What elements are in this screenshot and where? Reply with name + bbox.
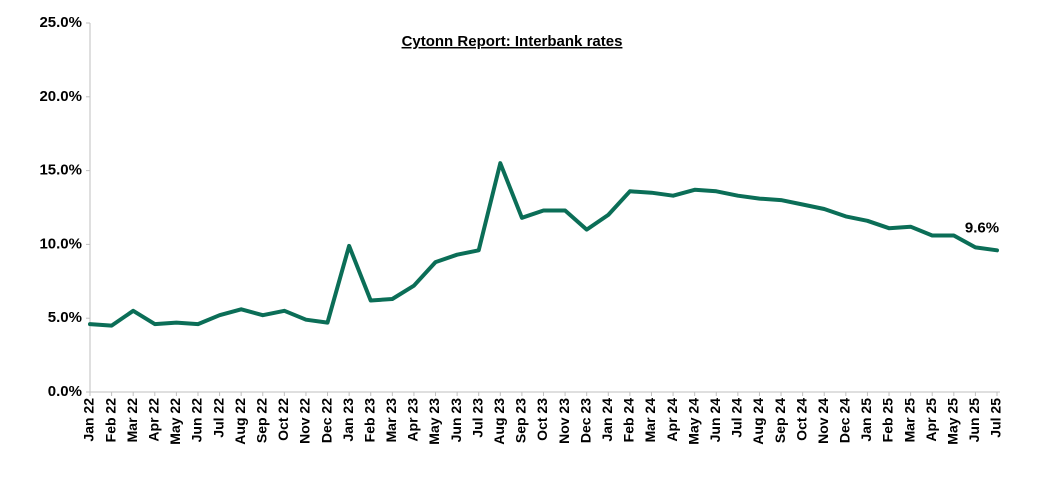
x-tick-label: Jan 22 xyxy=(81,398,97,442)
x-tick-label: May 25 xyxy=(945,398,961,445)
x-tick-label: Oct 24 xyxy=(793,398,809,441)
x-tick-label: Jan 23 xyxy=(340,398,356,442)
x-tick-label: Aug 23 xyxy=(491,398,507,445)
x-tick-label: May 23 xyxy=(426,398,442,445)
x-tick-label: Sep 24 xyxy=(772,398,788,443)
x-tick-label: Mar 24 xyxy=(642,398,658,443)
x-tick-label: Apr 25 xyxy=(923,398,939,442)
y-tick-label: 10.0% xyxy=(39,235,82,252)
x-tick-label: Mar 25 xyxy=(901,398,917,443)
y-tick-label: 0.0% xyxy=(48,383,82,400)
x-tick-label: Sep 22 xyxy=(253,398,269,443)
x-tick-label: Aug 22 xyxy=(232,398,248,445)
x-tick-label: Oct 23 xyxy=(534,398,550,441)
x-tick-label: Jun 25 xyxy=(966,398,982,443)
x-tick-label: May 22 xyxy=(167,398,183,445)
x-tick-label: Apr 24 xyxy=(664,398,680,442)
x-tick-label: Nov 23 xyxy=(556,398,572,444)
x-tick-label: Dec 23 xyxy=(577,398,593,443)
x-tick-label: Jul 23 xyxy=(469,398,485,438)
x-tick-label: Nov 22 xyxy=(297,398,313,444)
x-tick-label: Dec 22 xyxy=(318,398,334,443)
x-tick-label: May 24 xyxy=(685,398,701,445)
x-tick-label: Feb 24 xyxy=(621,398,637,443)
data-label: 9.6% xyxy=(965,219,999,236)
x-tick-label: Apr 22 xyxy=(145,398,161,442)
x-tick-label: Feb 25 xyxy=(880,398,896,443)
y-tick-label: 5.0% xyxy=(48,309,82,326)
chart-title: Cytonn Report: Interbank rates xyxy=(402,33,623,50)
x-tick-label: Jan 25 xyxy=(858,398,874,442)
x-tick-label: Aug 24 xyxy=(750,398,766,445)
x-tick-label: Dec 24 xyxy=(837,398,853,443)
x-tick-label: Feb 22 xyxy=(102,398,118,443)
x-tick-label: Feb 23 xyxy=(361,398,377,443)
x-tick-label: Jun 23 xyxy=(448,398,464,443)
x-tick-label: Jul 22 xyxy=(210,398,226,438)
x-tick-label: Sep 23 xyxy=(513,398,529,443)
line xyxy=(88,161,999,328)
x-tick-label: Oct 22 xyxy=(275,398,291,441)
x-tick-label: Jun 22 xyxy=(189,398,205,443)
x-tick-label: Jan 24 xyxy=(599,398,615,442)
y-tick-label: 15.0% xyxy=(39,162,82,179)
x-tick-label: Mar 22 xyxy=(124,398,140,443)
x-tick-label: Jul 25 xyxy=(988,398,1004,438)
x-tick-label: Jul 24 xyxy=(729,398,745,438)
x-tick-label: Jun 24 xyxy=(707,398,723,443)
y-tick-label: 25.0% xyxy=(39,14,82,31)
y-tick-label: 20.0% xyxy=(39,88,82,105)
x-tick-label: Apr 23 xyxy=(405,398,421,442)
x-tick-label: Nov 24 xyxy=(815,398,831,444)
x-tick-label: Mar 23 xyxy=(383,398,399,443)
